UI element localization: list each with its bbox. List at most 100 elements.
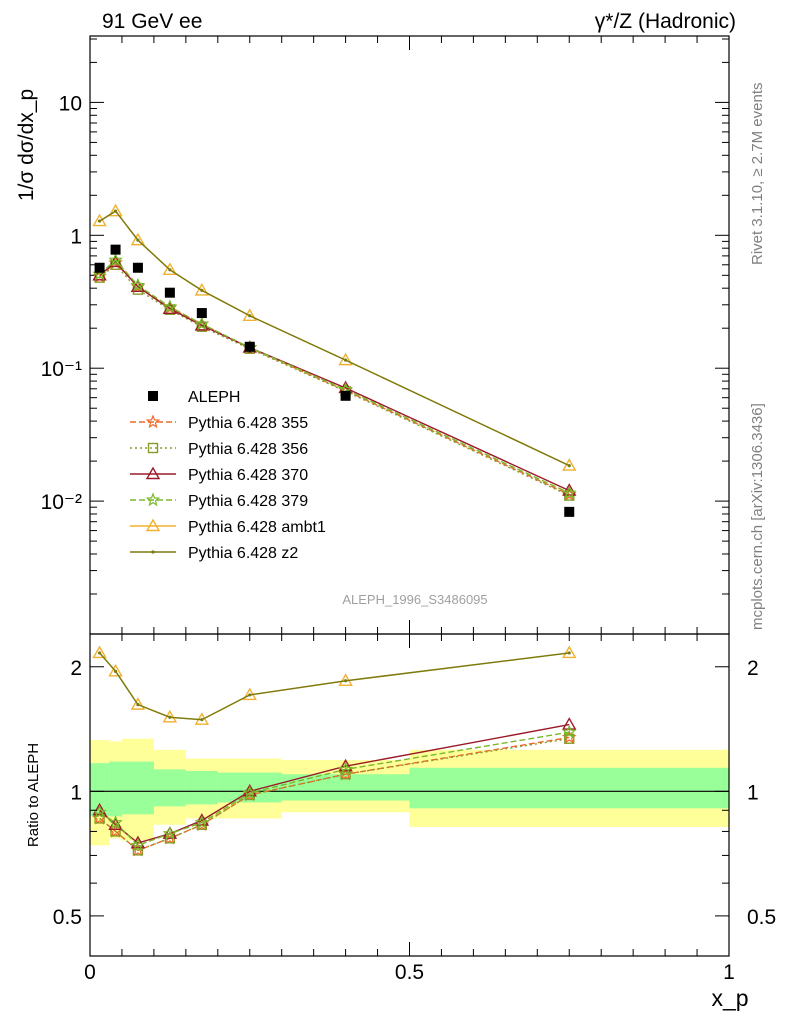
ratio-plot-panel: 2 2 1 1 0.5 0.5 0 0.5 1 Ratio to ALEPH x_p [25,633,776,1011]
data-point [110,244,121,255]
uncertainty-band-inner [90,763,110,817]
data-point [567,463,571,468]
legend-marker [145,466,161,480]
uncertainty-band-inner [185,770,218,805]
y-tick-label: 10⁻² [41,491,82,514]
data-point [97,219,102,223]
x-tick-label: 0 [84,961,96,984]
legend-label: Pythia 6.428 356 [188,441,308,458]
data-point [162,299,178,313]
ratio-point [162,826,178,840]
data-point [194,316,210,331]
data-point [108,252,123,267]
ratio-point [108,815,123,829]
ratio-line [99,652,570,721]
legend-label: Pythia 6.428 z2 [188,545,298,562]
legend-marker [145,518,161,532]
ratio-point [130,697,146,710]
ratio-point [130,837,146,852]
y-tick-label: 1 [70,225,82,248]
ratio-point [567,651,571,655]
data-point [194,282,210,296]
data-point [168,268,172,272]
data-point [130,277,146,292]
ratio-point [344,679,348,683]
x-tick-label: 1 [723,961,735,984]
y-tick-label: 1 [70,781,82,804]
mcplots-label: mcplots.cern.ch [arXiv:1306.3436] [749,403,766,630]
data-point [196,308,207,319]
series-pythia-6-428-z2 [97,209,571,468]
x-tick-label: 0.5 [395,961,424,984]
y-tick-label-right: 2 [747,657,759,680]
y-axis-title: 1/σ dσ/dx_p [15,89,38,201]
legend-entry: Pythia 6.428 370 [130,466,308,484]
ratio-point [242,785,258,800]
series-line [99,263,570,497]
ratio-line [99,738,570,852]
ratio-point [338,761,353,776]
data-point [344,358,348,362]
main-plot-frame [89,35,730,635]
ratio-y-axis-title: Ratio to ALEPH [25,743,42,847]
legend-entry: ALEPH [148,389,240,406]
legend-marker [147,442,159,454]
rivet-version-label: Rivet 3.1.10, ≥ 2.7M events [749,83,766,266]
data-point [130,232,146,246]
legend-label: Pythia 6.428 355 [188,415,308,432]
data-point [242,308,257,321]
data-point [244,341,255,352]
x-axis-title: x_p [711,985,748,1011]
data-point [200,288,204,292]
ratio-series-pythia-6-428-z2 [97,651,571,722]
legend-marker [148,391,158,401]
ratio-point [97,651,102,655]
legend: ALEPH Pythia 6.428 355 Pythia 6.428 356 Pyt… [130,389,326,562]
series-line [99,210,570,467]
legend-entry: Pythia 6.428 z2 [130,545,298,562]
data-point [92,213,107,227]
data-point [136,238,140,242]
y-tick-label-right: 1 [747,781,759,804]
legend-marker [151,550,155,554]
header-right-label: γ*/Z (Hadronic) [595,10,736,33]
legend-entry: Pythia 6.428 379 [130,492,308,510]
main-plot-panel: 10 1 10⁻¹ 10⁻² 1/σ dσ/dx_p ALEPH Pythia 6.428 … [15,35,730,635]
ratio-line [99,731,570,847]
ratio-point [561,724,577,739]
ratio-point [92,645,107,659]
legend-entry: Pythia 6.428 356 [130,441,308,458]
series-line [99,259,570,494]
series-pythia-6-428-ambt1 [92,203,577,471]
y-tick-label: 2 [70,657,82,680]
ratio-point [244,789,255,801]
data-point [340,390,351,401]
uncertainty-band-inner [121,761,154,815]
ratio-point [194,815,210,829]
uncertainty-band-inner [153,769,186,807]
data-point [561,485,577,500]
ratio-point [562,645,577,659]
data-point [132,262,143,273]
series-aleph [94,244,575,517]
uncertainty-band-inner [109,761,122,817]
legend-marker [145,492,161,507]
y-tick-label-right: 0.5 [747,906,776,929]
legend-entry: Pythia 6.428 ambt1 [130,518,326,536]
ratio-line [99,652,570,721]
ratio-point [110,826,121,837]
legend-marker [145,414,161,429]
analysis-id-label: ALEPH_1996_S3486095 [342,592,487,607]
ratio-point [200,718,204,722]
uncertainty-band-inner [409,767,729,809]
data-point [248,314,252,318]
series-line [99,210,570,467]
data-point [94,262,105,273]
legend-label: Pythia 6.428 ambt1 [188,519,326,536]
header-left-label: 91 GeV ee [102,10,202,33]
ratio-point [338,758,353,772]
ratio-point [94,813,105,824]
ratio-point [113,669,118,673]
data-point [564,506,575,517]
